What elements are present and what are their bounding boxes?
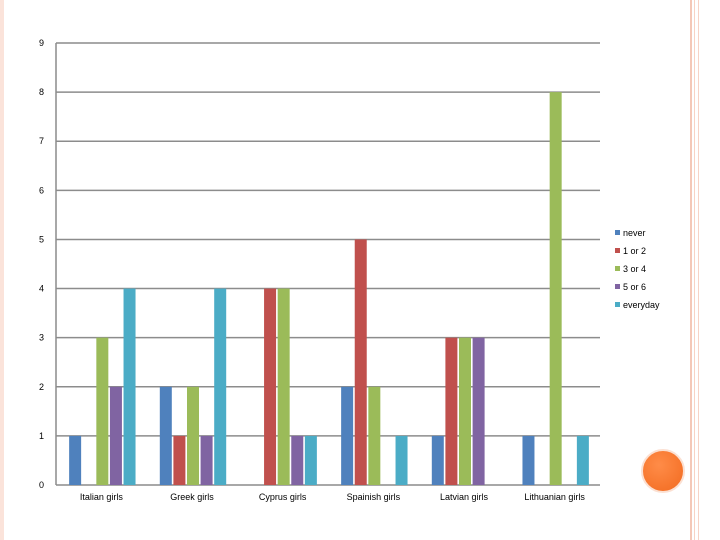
y-tick-label: 5	[39, 234, 44, 244]
bar-3-or-4-5	[549, 92, 562, 485]
bar-3-or-4-1	[187, 386, 199, 485]
bar-5-or-6-1	[200, 435, 213, 485]
bars	[69, 92, 589, 485]
bar-everyday-2	[304, 435, 317, 485]
bar-5-or-6-4	[472, 337, 485, 485]
y-tick-label: 6	[39, 185, 44, 195]
gridlines	[56, 42, 600, 437]
legend-label: everyday	[623, 300, 660, 310]
slide-border-left	[0, 0, 4, 540]
x-tick-labels: Italian girls Greek girls Cyprus girls Spai…	[80, 492, 586, 502]
x-tick-label: Cyprus girls	[259, 492, 307, 502]
bar-3-or-4-0	[96, 337, 109, 485]
bar-1-or-2-3	[354, 239, 367, 485]
y-tick-label: 1	[39, 431, 44, 441]
y-tick-label: 2	[39, 382, 44, 392]
legend-swatch	[615, 266, 620, 271]
bar-1-or-2-2	[264, 288, 277, 485]
y-tick-labels: 0 1 2 3 4 5 6 7 8 9	[39, 38, 44, 490]
axes	[55, 43, 600, 486]
bar-never-4	[431, 435, 444, 485]
legend-label: 3 or 4	[623, 264, 646, 274]
legend-swatch	[615, 284, 620, 289]
bar-1-or-2-4	[445, 337, 458, 485]
bar-5-or-6-0	[109, 386, 122, 485]
bar-5-or-6-2	[291, 435, 304, 485]
bar-3-or-4-4	[459, 337, 471, 485]
y-tick-label: 8	[39, 87, 44, 97]
bar-everyday-3	[395, 435, 408, 485]
bar-never-0	[69, 435, 82, 485]
bar-everyday-0	[123, 288, 136, 485]
legend-label: never	[623, 228, 646, 238]
x-tick-label: Italian girls	[80, 492, 124, 502]
bar-everyday-5	[576, 435, 589, 485]
x-tick-label: Latvian girls	[440, 492, 489, 502]
x-tick-label: Greek girls	[170, 492, 214, 502]
y-tick-label: 3	[39, 333, 44, 343]
y-tick-label: 4	[39, 284, 44, 294]
bar-chart: 0 1 2 3 4 5 6 7 8 9 Italian girls Greek girls Cypru…	[39, 38, 660, 502]
bar-never-1	[159, 386, 172, 485]
x-tick-label: Spainish girls	[347, 492, 401, 502]
legend-label: 1 or 2	[623, 246, 646, 256]
bar-3-or-4-3	[368, 386, 381, 485]
y-tick-label: 9	[39, 38, 44, 48]
y-tick-label: 0	[39, 480, 44, 490]
legend-swatch	[615, 248, 620, 253]
slide-border-right	[690, 0, 720, 540]
bar-3-or-4-2	[277, 288, 290, 485]
bar-never-5	[522, 435, 535, 485]
x-tick-label: Lithuanian girls	[524, 492, 585, 502]
legend-swatch	[615, 230, 620, 235]
y-tick-label: 7	[39, 136, 44, 146]
legend-label: 5 or 6	[623, 282, 646, 292]
bar-never-3	[341, 386, 354, 485]
legend: never 1 or 2 3 or 4 5 or 6 everyday	[615, 228, 660, 310]
decorative-orange-circle	[641, 449, 685, 493]
bar-1-or-2-1	[173, 435, 186, 485]
bar-everyday-1	[214, 288, 227, 485]
legend-swatch	[615, 302, 620, 307]
